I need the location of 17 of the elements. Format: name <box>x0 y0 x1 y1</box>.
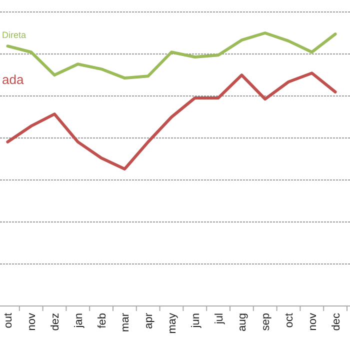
x-tick-label: aug <box>236 313 249 332</box>
x-tick-label: nov <box>26 312 38 331</box>
text: ada <box>2 72 24 87</box>
x-tick-label: feb <box>96 313 108 328</box>
x-tick-label: dec <box>330 312 342 331</box>
x-tick-label: nov <box>306 312 319 331</box>
x-tick-label: jan <box>72 313 85 329</box>
x-tick-label: dez <box>50 313 62 331</box>
x-tick-label: out <box>2 313 15 328</box>
x-tick-label: mar <box>120 312 132 332</box>
x-tick-label: jun <box>190 313 202 329</box>
x-tick-label: apr <box>143 312 156 329</box>
x-tick-label: oct <box>284 313 296 328</box>
x-tick-label: sep <box>260 313 272 331</box>
x-tick-label: may <box>166 312 178 334</box>
x-tick-label: jul <box>213 313 226 326</box>
series-label: Direta <box>2 30 26 40</box>
